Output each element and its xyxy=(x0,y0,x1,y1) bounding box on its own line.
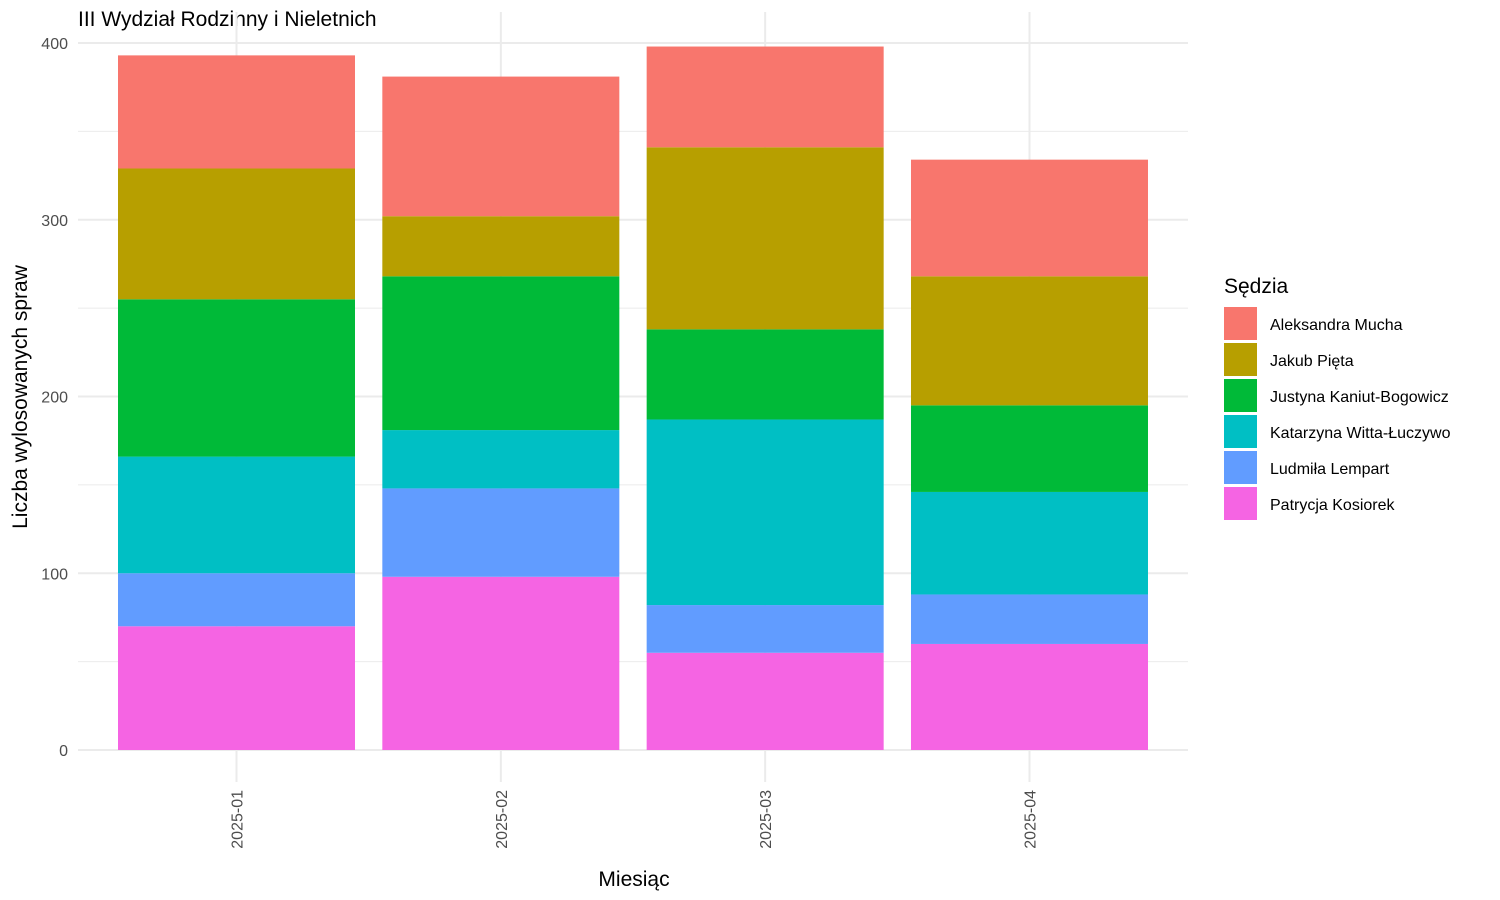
legend-label: Ludmiła Lempart xyxy=(1270,461,1390,478)
bar-segment xyxy=(382,430,620,489)
bar-segment xyxy=(646,329,884,420)
bar-segment xyxy=(646,652,884,750)
bar-segment xyxy=(646,419,884,606)
bar-segment xyxy=(118,573,355,627)
bar-segment xyxy=(382,488,620,577)
bar-segment xyxy=(646,46,884,148)
bar-segment xyxy=(118,626,355,750)
y-tick-label: 0 xyxy=(59,743,68,760)
bar-segment xyxy=(118,299,355,457)
legend-title: Sędzia xyxy=(1224,275,1289,298)
legend-swatch xyxy=(1224,379,1257,412)
legend: Sędzia Aleksandra Mucha Jakub Pięta Justyn… xyxy=(1224,275,1451,520)
bar-segment xyxy=(910,594,1148,644)
bar-segment xyxy=(910,405,1148,492)
legend-label: Aleksandra Mucha xyxy=(1270,317,1403,334)
bar-segment xyxy=(910,643,1148,750)
legend-swatch xyxy=(1224,343,1257,376)
y-axis-title: Liczba wylosowanych spraw xyxy=(9,264,32,529)
bar-segment xyxy=(118,456,355,574)
bar-segment xyxy=(382,216,620,277)
bar-segment xyxy=(910,276,1148,406)
legend-label: Justyna Kaniut-Bogowicz xyxy=(1270,389,1449,406)
legend-swatch xyxy=(1224,415,1257,448)
bar-segment xyxy=(382,276,620,431)
bar-segment xyxy=(382,76,620,217)
x-axis-ticks: 2025-01 2025-02 2025-03 2025-04 xyxy=(230,790,1040,849)
bar-segment xyxy=(646,147,884,330)
legend-swatch xyxy=(1224,451,1257,484)
y-tick-label: 100 xyxy=(41,566,68,583)
bar-segment xyxy=(118,168,355,300)
legend-swatch xyxy=(1224,307,1257,340)
legend-label: Patrycja Kosiorek xyxy=(1270,497,1395,514)
y-tick-label: 400 xyxy=(41,36,68,53)
x-tick-label: 2025-01 xyxy=(230,790,247,849)
x-axis-title: Miesiąc xyxy=(598,868,669,891)
x-tick-label: 2025-03 xyxy=(758,790,775,849)
y-tick-label: 300 xyxy=(41,213,68,230)
bar-segment xyxy=(910,491,1148,595)
bars xyxy=(118,46,1148,750)
legend-swatch xyxy=(1224,487,1257,520)
legend-label: Jakub Pięta xyxy=(1270,353,1354,370)
y-tick-label: 200 xyxy=(41,390,68,407)
legend-label: Katarzyna Witta-Łuczywo xyxy=(1270,425,1451,442)
bar-segment xyxy=(910,159,1148,277)
x-tick-label: 2025-04 xyxy=(1022,790,1039,849)
bar-segment xyxy=(118,55,355,169)
bar-segment xyxy=(382,576,620,750)
x-tick-label: 2025-02 xyxy=(494,790,511,849)
bar-segment xyxy=(646,605,884,653)
chart-title: III Wydział Rodzinny i Nieletnich xyxy=(78,8,377,31)
y-axis-ticks: 0 100 200 300 400 xyxy=(41,36,68,760)
